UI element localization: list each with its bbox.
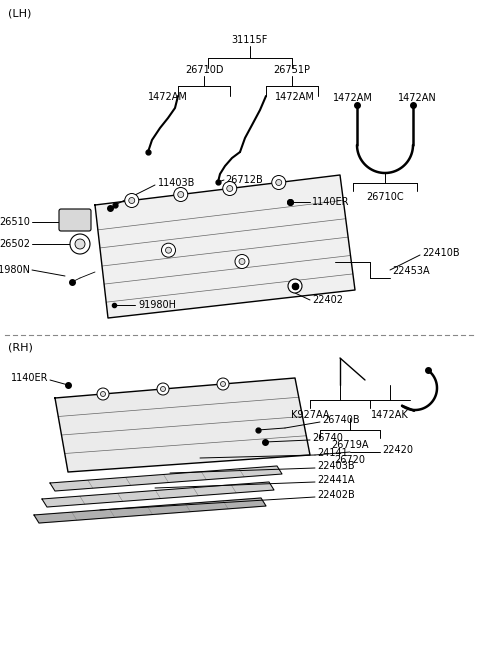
FancyBboxPatch shape <box>59 209 91 231</box>
Text: 22453A: 22453A <box>392 266 430 276</box>
Text: 26751P: 26751P <box>274 65 311 75</box>
Text: (RH): (RH) <box>8 343 33 353</box>
Polygon shape <box>34 498 266 523</box>
Circle shape <box>227 185 233 191</box>
Text: 26720: 26720 <box>335 455 365 465</box>
Text: 24141: 24141 <box>317 448 348 458</box>
Circle shape <box>129 198 135 204</box>
Text: 26502: 26502 <box>0 239 30 249</box>
Circle shape <box>174 187 188 202</box>
Polygon shape <box>55 378 310 472</box>
Circle shape <box>178 191 184 198</box>
Text: 22402B: 22402B <box>317 490 355 500</box>
Text: 22403B: 22403B <box>317 461 355 471</box>
Circle shape <box>125 193 139 208</box>
Circle shape <box>235 255 249 269</box>
Text: 1140ER: 1140ER <box>11 373 48 383</box>
Text: 11403B: 11403B <box>158 178 195 188</box>
Circle shape <box>161 243 176 257</box>
Text: 26719A: 26719A <box>331 440 369 450</box>
Circle shape <box>276 179 282 185</box>
Text: 1472AM: 1472AM <box>333 93 373 103</box>
Circle shape <box>217 378 229 390</box>
Circle shape <box>272 176 286 189</box>
Polygon shape <box>95 175 355 318</box>
Circle shape <box>220 381 226 386</box>
Text: 22441A: 22441A <box>317 475 355 485</box>
Text: 22402: 22402 <box>312 295 343 305</box>
Text: 1140ER: 1140ER <box>312 197 349 207</box>
Text: 22410B: 22410B <box>422 248 460 258</box>
Text: 91980N: 91980N <box>0 265 30 275</box>
Text: 22420: 22420 <box>382 445 413 455</box>
Text: 91980H: 91980H <box>138 300 176 310</box>
Text: 26510: 26510 <box>0 217 30 227</box>
Text: 1472AK: 1472AK <box>371 410 409 420</box>
Circle shape <box>157 383 169 395</box>
Circle shape <box>100 392 106 396</box>
Text: 1472AM: 1472AM <box>275 92 315 102</box>
Circle shape <box>166 247 171 253</box>
Circle shape <box>223 181 237 195</box>
Circle shape <box>75 239 85 249</box>
Text: 26740: 26740 <box>312 433 343 443</box>
Circle shape <box>70 234 90 254</box>
Text: (LH): (LH) <box>8 9 31 19</box>
Circle shape <box>288 279 302 293</box>
Text: 26740B: 26740B <box>322 415 360 425</box>
Text: 1472AM: 1472AM <box>148 92 188 102</box>
Circle shape <box>160 386 166 392</box>
Text: K927AA: K927AA <box>291 410 329 420</box>
Text: 31115F: 31115F <box>232 35 268 45</box>
Polygon shape <box>42 482 274 507</box>
Circle shape <box>239 259 245 265</box>
Circle shape <box>97 388 109 400</box>
Text: 26710D: 26710D <box>185 65 223 75</box>
Text: 26712B: 26712B <box>225 175 263 185</box>
Text: 26710C: 26710C <box>366 192 404 202</box>
Polygon shape <box>50 466 282 491</box>
Text: 1472AN: 1472AN <box>397 93 436 103</box>
